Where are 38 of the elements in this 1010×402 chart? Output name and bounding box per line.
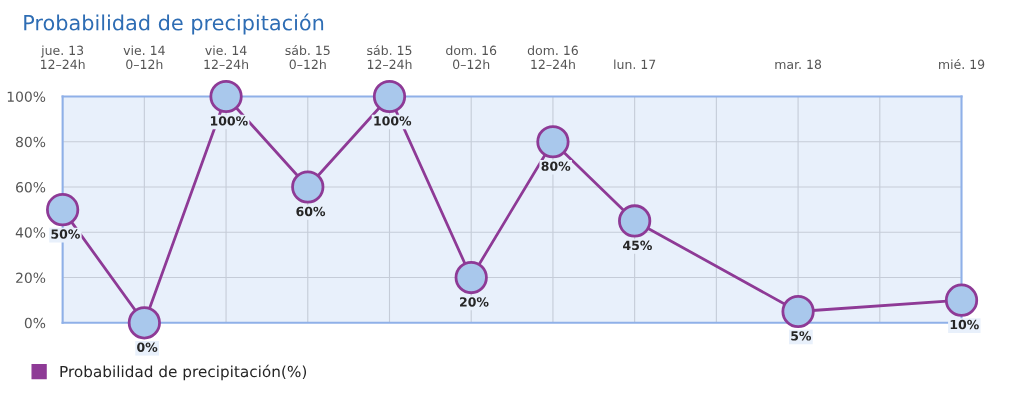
data-label: 80% <box>541 161 571 171</box>
point <box>209 79 243 114</box>
data-label: 50% <box>51 229 80 239</box>
x-tick-label: mié. 19 <box>939 58 985 70</box>
chart-title: Probabilidad de precipitación <box>24 13 324 35</box>
point <box>618 204 652 238</box>
y-tick-label: 100% <box>7 91 46 102</box>
point <box>536 125 570 159</box>
x-tick-label: vie. 14 12–24h <box>204 45 248 69</box>
point <box>46 193 80 227</box>
x-tick-label: mar. 18 <box>775 59 822 70</box>
point <box>944 283 979 317</box>
data-label: 100% <box>374 116 412 126</box>
y-tick-label: 0% <box>24 317 46 329</box>
data-label: 100% <box>210 116 248 126</box>
x-tick-label: dom. 16 12–24h <box>527 45 578 69</box>
y-tick-label: 60% <box>16 181 46 193</box>
point <box>291 170 325 204</box>
x-tick-label: sáb. 15 0–12h <box>285 44 330 70</box>
point <box>454 260 488 295</box>
y-tick-label: 40% <box>15 227 46 238</box>
x-tick-label: lun. 17 <box>614 59 656 70</box>
x-tick-label: sáb. 15 12–24h <box>367 44 412 69</box>
y-tick-label: 20% <box>16 272 46 284</box>
x-tick-label: jue. 13 12–24h <box>40 45 85 69</box>
legend-label: Probabilidad de precipitación(%) <box>60 364 307 381</box>
point <box>372 79 407 114</box>
data-label: 20% <box>460 297 489 307</box>
data-label: 45% <box>623 240 652 251</box>
point <box>127 306 161 340</box>
data-label: 5% <box>791 331 812 341</box>
data-label: 10% <box>950 319 979 330</box>
y-tick-label: 80% <box>16 136 46 148</box>
data-label: 0% <box>137 342 158 352</box>
point <box>781 294 815 329</box>
data-label: 60% <box>296 206 326 217</box>
x-tick-label: dom. 16 0–12h <box>446 45 497 70</box>
x-tick-label: vie. 14 0–12h <box>123 45 165 70</box>
